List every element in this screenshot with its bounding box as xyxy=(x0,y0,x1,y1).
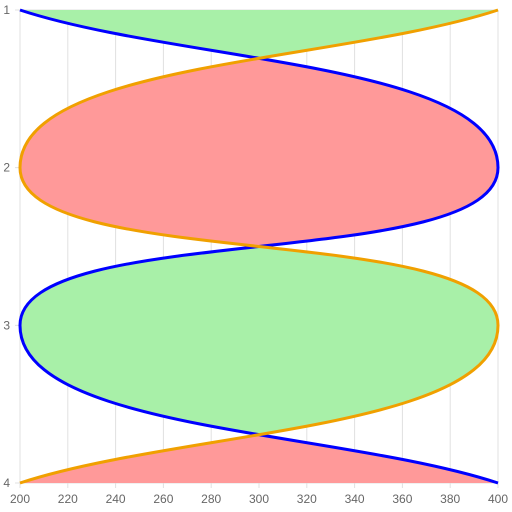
x-tick-label: 300 xyxy=(249,492,269,506)
fill-area-red xyxy=(20,434,498,483)
x-tick-label: 220 xyxy=(58,492,78,506)
x-tick-label: 280 xyxy=(201,492,221,506)
y-axis-ticks: 1 2 3 4 xyxy=(3,3,10,490)
x-tick-label: 380 xyxy=(440,492,460,506)
x-tick-label: 260 xyxy=(153,492,173,506)
x-axis-ticks: 200 220 240 260 280 300 320 340 360 380 400 xyxy=(10,492,508,506)
y-tick-label: 4 xyxy=(3,476,10,490)
x-tick-label: 200 xyxy=(10,492,30,506)
y-tick-label: 1 xyxy=(3,3,10,17)
fill-area-green xyxy=(20,246,498,435)
fill-areas xyxy=(20,10,498,483)
fill-area-green xyxy=(20,10,498,59)
x-tick-label: 400 xyxy=(488,492,508,506)
y-tick-label: 2 xyxy=(3,161,10,175)
x-tick-label: 320 xyxy=(297,492,317,506)
fill-area-red xyxy=(20,58,498,247)
y-tick-label: 3 xyxy=(3,318,10,332)
x-tick-label: 360 xyxy=(392,492,412,506)
series-lines xyxy=(18,8,500,485)
series-line-2 xyxy=(18,8,500,485)
x-tick-label: 340 xyxy=(345,492,365,506)
x-tick-label: 240 xyxy=(106,492,126,506)
